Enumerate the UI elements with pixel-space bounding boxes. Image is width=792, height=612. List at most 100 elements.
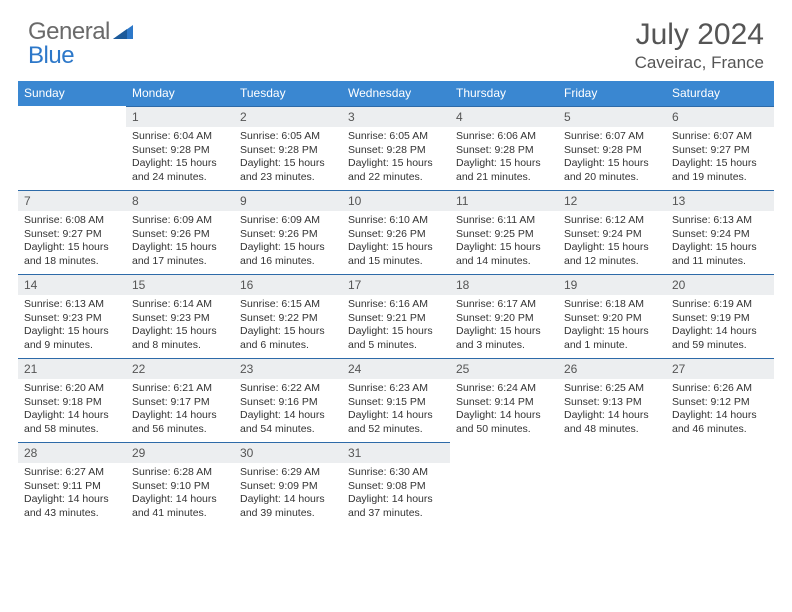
sunset-text: Sunset: 9:28 PM — [132, 144, 228, 158]
sunset-text: Sunset: 9:15 PM — [348, 396, 444, 410]
calendar-cell: 13Sunrise: 6:13 AMSunset: 9:24 PMDayligh… — [666, 190, 774, 274]
sunrise-text: Sunrise: 6:19 AM — [672, 298, 768, 312]
day-info: Sunrise: 6:29 AMSunset: 9:09 PMDaylight:… — [234, 463, 342, 525]
day-info: Sunrise: 6:05 AMSunset: 9:28 PMDaylight:… — [234, 127, 342, 189]
day-info: Sunrise: 6:07 AMSunset: 9:27 PMDaylight:… — [666, 127, 774, 189]
daylight-text: Daylight: 14 hours and 52 minutes. — [348, 409, 444, 436]
day-info: Sunrise: 6:08 AMSunset: 9:27 PMDaylight:… — [18, 211, 126, 273]
day-number: 12 — [558, 190, 666, 211]
day-number: 17 — [342, 274, 450, 295]
sunset-text: Sunset: 9:26 PM — [348, 228, 444, 242]
day-info: Sunrise: 6:19 AMSunset: 9:19 PMDaylight:… — [666, 295, 774, 357]
sunset-text: Sunset: 9:20 PM — [456, 312, 552, 326]
sunrise-text: Sunrise: 6:21 AM — [132, 382, 228, 396]
day-number: 7 — [18, 190, 126, 211]
sunset-text: Sunset: 9:16 PM — [240, 396, 336, 410]
daylight-text: Daylight: 15 hours and 20 minutes. — [564, 157, 660, 184]
sunset-text: Sunset: 9:12 PM — [672, 396, 768, 410]
sunrise-text: Sunrise: 6:25 AM — [564, 382, 660, 396]
day-number: 14 — [18, 274, 126, 295]
day-number: 2 — [234, 106, 342, 127]
sunset-text: Sunset: 9:11 PM — [24, 480, 120, 494]
sunrise-text: Sunrise: 6:23 AM — [348, 382, 444, 396]
calendar-cell: 25Sunrise: 6:24 AMSunset: 9:14 PMDayligh… — [450, 358, 558, 442]
calendar-table: SundayMondayTuesdayWednesdayThursdayFrid… — [18, 81, 774, 526]
day-info: Sunrise: 6:24 AMSunset: 9:14 PMDaylight:… — [450, 379, 558, 441]
calendar-row: 28Sunrise: 6:27 AMSunset: 9:11 PMDayligh… — [18, 442, 774, 526]
daylight-text: Daylight: 14 hours and 37 minutes. — [348, 493, 444, 520]
day-info: Sunrise: 6:05 AMSunset: 9:28 PMDaylight:… — [342, 127, 450, 189]
sunrise-text: Sunrise: 6:13 AM — [24, 298, 120, 312]
day-number: 20 — [666, 274, 774, 295]
sunset-text: Sunset: 9:13 PM — [564, 396, 660, 410]
day-info: Sunrise: 6:13 AMSunset: 9:23 PMDaylight:… — [18, 295, 126, 357]
calendar-cell: 4Sunrise: 6:06 AMSunset: 9:28 PMDaylight… — [450, 106, 558, 190]
day-number: 5 — [558, 106, 666, 127]
calendar-cell: 9Sunrise: 6:09 AMSunset: 9:26 PMDaylight… — [234, 190, 342, 274]
weekday-header: Monday — [126, 81, 234, 106]
day-info: Sunrise: 6:17 AMSunset: 9:20 PMDaylight:… — [450, 295, 558, 357]
sunset-text: Sunset: 9:09 PM — [240, 480, 336, 494]
sunset-text: Sunset: 9:28 PM — [240, 144, 336, 158]
sunset-text: Sunset: 9:26 PM — [132, 228, 228, 242]
day-info: Sunrise: 6:13 AMSunset: 9:24 PMDaylight:… — [666, 211, 774, 273]
sunrise-text: Sunrise: 6:26 AM — [672, 382, 768, 396]
day-info: Sunrise: 6:23 AMSunset: 9:15 PMDaylight:… — [342, 379, 450, 441]
sunset-text: Sunset: 9:27 PM — [24, 228, 120, 242]
sunset-text: Sunset: 9:28 PM — [564, 144, 660, 158]
calendar-cell: 24Sunrise: 6:23 AMSunset: 9:15 PMDayligh… — [342, 358, 450, 442]
daylight-text: Daylight: 14 hours and 48 minutes. — [564, 409, 660, 436]
day-number: 18 — [450, 274, 558, 295]
day-info: Sunrise: 6:10 AMSunset: 9:26 PMDaylight:… — [342, 211, 450, 273]
sunrise-text: Sunrise: 6:12 AM — [564, 214, 660, 228]
calendar-body: ..1Sunrise: 6:04 AMSunset: 9:28 PMDaylig… — [18, 106, 774, 526]
daylight-text: Daylight: 14 hours and 56 minutes. — [132, 409, 228, 436]
calendar-cell: .. — [558, 442, 666, 526]
daylight-text: Daylight: 15 hours and 24 minutes. — [132, 157, 228, 184]
daylight-text: Daylight: 15 hours and 3 minutes. — [456, 325, 552, 352]
daylight-text: Daylight: 15 hours and 8 minutes. — [132, 325, 228, 352]
day-info: Sunrise: 6:28 AMSunset: 9:10 PMDaylight:… — [126, 463, 234, 525]
sunrise-text: Sunrise: 6:22 AM — [240, 382, 336, 396]
weekday-header: Tuesday — [234, 81, 342, 106]
daylight-text: Daylight: 14 hours and 46 minutes. — [672, 409, 768, 436]
calendar-cell: 23Sunrise: 6:22 AMSunset: 9:16 PMDayligh… — [234, 358, 342, 442]
calendar-cell: 19Sunrise: 6:18 AMSunset: 9:20 PMDayligh… — [558, 274, 666, 358]
weekday-header: Friday — [558, 81, 666, 106]
day-info: Sunrise: 6:21 AMSunset: 9:17 PMDaylight:… — [126, 379, 234, 441]
day-number: 22 — [126, 358, 234, 379]
day-number: 23 — [234, 358, 342, 379]
day-info: Sunrise: 6:06 AMSunset: 9:28 PMDaylight:… — [450, 127, 558, 189]
calendar-row: ..1Sunrise: 6:04 AMSunset: 9:28 PMDaylig… — [18, 106, 774, 190]
calendar-head: SundayMondayTuesdayWednesdayThursdayFrid… — [18, 81, 774, 106]
sunset-text: Sunset: 9:20 PM — [564, 312, 660, 326]
sunset-text: Sunset: 9:14 PM — [456, 396, 552, 410]
calendar-cell: 5Sunrise: 6:07 AMSunset: 9:28 PMDaylight… — [558, 106, 666, 190]
daylight-text: Daylight: 15 hours and 22 minutes. — [348, 157, 444, 184]
day-info: Sunrise: 6:22 AMSunset: 9:16 PMDaylight:… — [234, 379, 342, 441]
day-number: 4 — [450, 106, 558, 127]
weekday-header: Wednesday — [342, 81, 450, 106]
header: General July 2024 Caveirac, France — [18, 18, 774, 73]
calendar-cell: 28Sunrise: 6:27 AMSunset: 9:11 PMDayligh… — [18, 442, 126, 526]
daylight-text: Daylight: 15 hours and 16 minutes. — [240, 241, 336, 268]
calendar-cell: 22Sunrise: 6:21 AMSunset: 9:17 PMDayligh… — [126, 358, 234, 442]
sunset-text: Sunset: 9:19 PM — [672, 312, 768, 326]
day-info: Sunrise: 6:11 AMSunset: 9:25 PMDaylight:… — [450, 211, 558, 273]
sunrise-text: Sunrise: 6:15 AM — [240, 298, 336, 312]
day-info: Sunrise: 6:07 AMSunset: 9:28 PMDaylight:… — [558, 127, 666, 189]
sunrise-text: Sunrise: 6:08 AM — [24, 214, 120, 228]
weekday-row: SundayMondayTuesdayWednesdayThursdayFrid… — [18, 81, 774, 106]
sunrise-text: Sunrise: 6:13 AM — [672, 214, 768, 228]
sunrise-text: Sunrise: 6:04 AM — [132, 130, 228, 144]
daylight-text: Daylight: 14 hours and 58 minutes. — [24, 409, 120, 436]
sunset-text: Sunset: 9:23 PM — [24, 312, 120, 326]
sunrise-text: Sunrise: 6:30 AM — [348, 466, 444, 480]
title-block: July 2024 Caveirac, France — [635, 18, 774, 73]
daylight-text: Daylight: 14 hours and 43 minutes. — [24, 493, 120, 520]
logo-blue: Blue — [28, 42, 74, 69]
day-info: Sunrise: 6:27 AMSunset: 9:11 PMDaylight:… — [18, 463, 126, 525]
daylight-text: Daylight: 15 hours and 14 minutes. — [456, 241, 552, 268]
calendar-cell: 17Sunrise: 6:16 AMSunset: 9:21 PMDayligh… — [342, 274, 450, 358]
location-subtitle: Caveirac, France — [635, 53, 764, 73]
